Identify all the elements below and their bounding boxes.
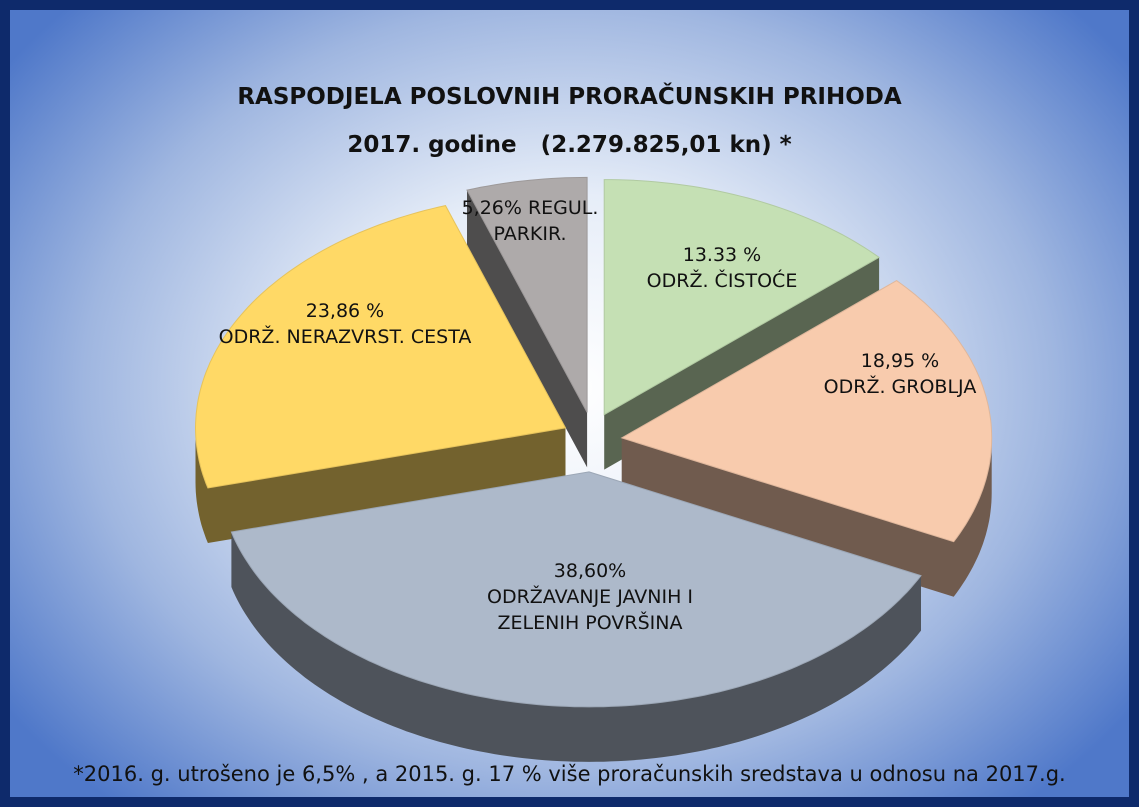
slice-label: 13.33 % ODRŽ. ČISTOĆE <box>622 242 822 294</box>
value-label: 18,95 % <box>860 350 940 372</box>
value-label: 5,26% <box>461 197 522 219</box>
slice <box>603 179 881 416</box>
category-label: REGUL. PARKIR. <box>493 197 599 245</box>
slice-label: 18,95 % ODRŽ. GROBLJA <box>820 348 980 400</box>
slice <box>466 176 588 413</box>
slice-label: 23,86 % ODRŽ. NERAZVRST. CESTA <box>195 298 495 350</box>
chart-title: RASPODJELA POSLOVNIH PRORAČUNSKIH PRIHOD… <box>237 84 902 110</box>
slice-label: 38,60% ODRŽAVANJE JAVNIH I ZELENIH POVRŠI… <box>480 558 700 636</box>
pie-canvas <box>194 176 993 762</box>
category-label: ODRŽ. ČISTOĆE <box>646 270 798 292</box>
value-label: 38,60% <box>553 560 627 582</box>
slice <box>620 280 993 543</box>
slice <box>194 205 567 489</box>
category-label: ODRŽ. GROBLJA <box>823 376 977 398</box>
chart-subtitle: 2017. godine (2.279.825,01 kn) * <box>347 132 792 158</box>
slice-side <box>467 177 588 468</box>
value-label: 23,86 % <box>305 300 385 322</box>
value-label: 13.33 % <box>682 244 762 266</box>
footnote: *2016. g. utrošeno je 6,5% , a 2015. g. … <box>73 762 1066 786</box>
slice <box>230 471 922 708</box>
category-label: ODRŽ. NERAZVRST. CESTA <box>218 326 472 348</box>
category-label: ODRŽAVANJE JAVNIH I ZELENIH POVRŠINA <box>486 586 694 634</box>
slice-label: 5,26% REGUL. PARKIR. <box>425 195 635 247</box>
